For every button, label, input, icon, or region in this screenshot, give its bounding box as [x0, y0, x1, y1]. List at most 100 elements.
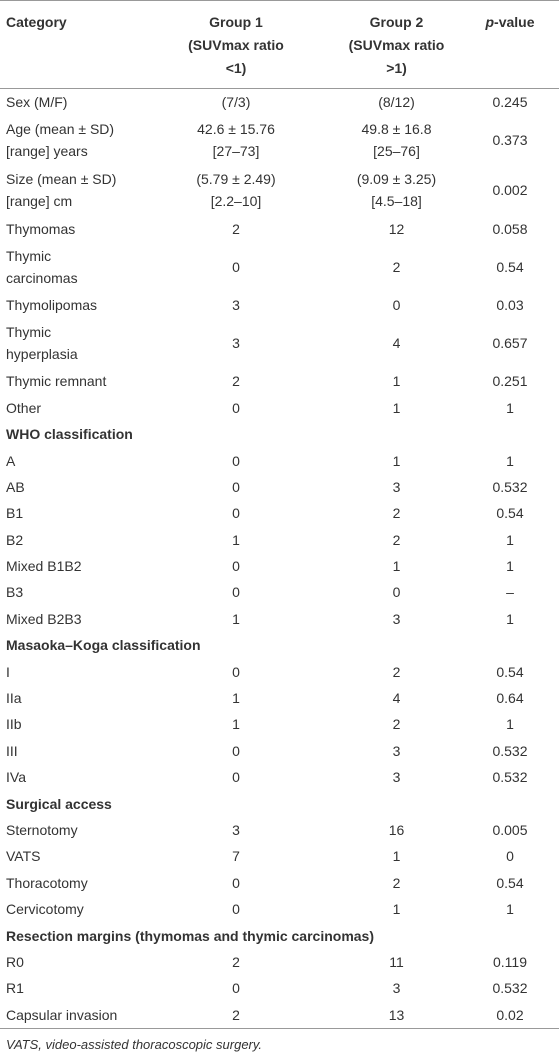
table-cell: 3	[302, 474, 461, 500]
table-cell: 42.6 ± 15.76 [27–73]	[170, 115, 302, 165]
cell-text: 0.532	[492, 742, 528, 759]
cell-text: AB	[6, 478, 25, 495]
cell-line: Size (mean ± SD)	[6, 171, 117, 188]
table-cell: I	[0, 658, 170, 684]
table-cell: AB	[0, 474, 170, 500]
table-cell: Other	[0, 395, 170, 421]
header-cell: Group 1 (SUVmax ratio <1)	[170, 0, 302, 89]
table-cell: 0.54	[461, 658, 559, 684]
table-row: Age (mean ± SD) [range] years 42.6 ± 15.76…	[0, 115, 559, 165]
cell-text: (7/3)	[221, 94, 251, 111]
table-cell: 0.251	[461, 368, 559, 394]
cell-text: 2	[232, 220, 240, 237]
cell-text: 1	[506, 901, 514, 918]
cell-text: 0.251	[492, 373, 528, 390]
table-row: IIa 1 4 0.64	[0, 685, 559, 711]
table-cell: B2	[0, 527, 170, 553]
table-cell: Thymolipomas	[0, 292, 170, 318]
cell-text: R0	[6, 953, 24, 970]
cell-text: 0	[232, 769, 240, 786]
table-cell: 12	[302, 215, 461, 241]
cell-text: 2	[392, 531, 401, 548]
table-cell: 0	[170, 242, 302, 292]
cell-text: Capsular invasion	[6, 1006, 118, 1023]
table-cell: 1	[461, 553, 559, 579]
table-cell: Cervicotomy	[0, 896, 170, 922]
cell-text: Mixed B2B3	[6, 610, 82, 627]
section-row: WHO classification	[0, 421, 559, 447]
table-cell: 0.02	[461, 1002, 559, 1029]
cell-text: 0	[392, 296, 401, 313]
cell-text: 0	[232, 505, 240, 522]
cell-text: 3	[392, 742, 401, 759]
cell-text: 2	[232, 953, 240, 970]
table-row: R1 0 3 0.532	[0, 975, 559, 1001]
cell-text: 4	[392, 335, 401, 352]
table-cell: 0	[170, 500, 302, 526]
table-cell: 1	[302, 553, 461, 579]
cell-text: 0	[232, 874, 240, 891]
cell-line: Age (mean ± SD)	[6, 121, 115, 138]
table-cell: Sternotomy	[0, 817, 170, 843]
cell-text: 0	[232, 980, 240, 997]
cell-text: 0.64	[496, 690, 524, 707]
cell-text: 1	[392, 848, 401, 865]
cell-text: 1	[232, 531, 240, 548]
table-cell: 1	[170, 527, 302, 553]
table-cell: 0.119	[461, 949, 559, 975]
table-cell: A	[0, 447, 170, 473]
cell-text: 1	[506, 452, 514, 469]
table-cell: 0.532	[461, 764, 559, 790]
cell-text: 2	[232, 373, 240, 390]
cell-line: Group 1	[209, 14, 263, 30]
table-cell: 49.8 ± 16.8 [25–76]	[302, 115, 461, 165]
table-cell: 7	[170, 843, 302, 869]
cell-line: 42.6 ± 15.76	[197, 121, 275, 138]
table-cell: 0.03	[461, 292, 559, 318]
table-cell: 0.373	[461, 115, 559, 165]
table-cell: Mixed B2B3	[0, 606, 170, 632]
cell-text: 12	[388, 220, 405, 237]
table-cell: 2	[302, 242, 461, 292]
cell-line: [4.5–18]	[371, 193, 422, 210]
cell-text: Thymomas	[6, 220, 76, 237]
cell-text: 7	[232, 848, 240, 865]
table-cell: 0.54	[461, 500, 559, 526]
table-row: Thoracotomy 0 2 0.54	[0, 870, 559, 896]
table-cell: Thymic hyperplasia	[0, 318, 170, 368]
cell-text: Mixed B1B2	[6, 558, 82, 575]
table-row: Cervicotomy 0 1 1	[0, 896, 559, 922]
table-cell: (9.09 ± 3.25) [4.5–18]	[302, 165, 461, 215]
cell-text: 3	[392, 769, 401, 786]
cell-text: 2	[392, 663, 401, 680]
cell-line: Category	[6, 14, 67, 30]
table-body: Sex (M/F) (7/3) (8/12) 0.245 Age (mean ± SD)…	[0, 89, 559, 1029]
table-cell: Capsular invasion	[0, 1002, 170, 1029]
table-row: Other 0 1 1	[0, 395, 559, 421]
cell-line: (5.79 ± 2.49)	[196, 171, 276, 188]
table-cell: 1	[170, 711, 302, 737]
cell-text: 0.02	[496, 1006, 524, 1023]
cell-text: R1	[6, 980, 24, 997]
cell-text: Thymolipomas	[6, 296, 98, 313]
cell-text: 13	[388, 1006, 405, 1023]
section-label: WHO classification	[6, 426, 133, 443]
cell-text: 2	[392, 874, 401, 891]
cell-text: I	[6, 663, 10, 680]
cell-text: 0	[232, 742, 240, 759]
cell-text: 1	[392, 399, 401, 416]
cell-line: [25–76]	[373, 143, 420, 160]
cell-text: 1	[506, 716, 514, 733]
table-cell: 1	[170, 606, 302, 632]
cell-text: 0.002	[492, 182, 528, 199]
cell-text: 4	[392, 690, 401, 707]
cell-text: 0.54	[496, 663, 524, 680]
header-row: Category Group 1 (SUVmax ratio <1) Group 2 (S…	[0, 0, 559, 89]
table-cell: 0	[170, 764, 302, 790]
table-cell: 1	[302, 368, 461, 394]
table-cell: 11	[302, 949, 461, 975]
table-cell: B3	[0, 579, 170, 605]
cell-text: 1	[232, 716, 240, 733]
cell-text: 0.373	[492, 132, 528, 149]
